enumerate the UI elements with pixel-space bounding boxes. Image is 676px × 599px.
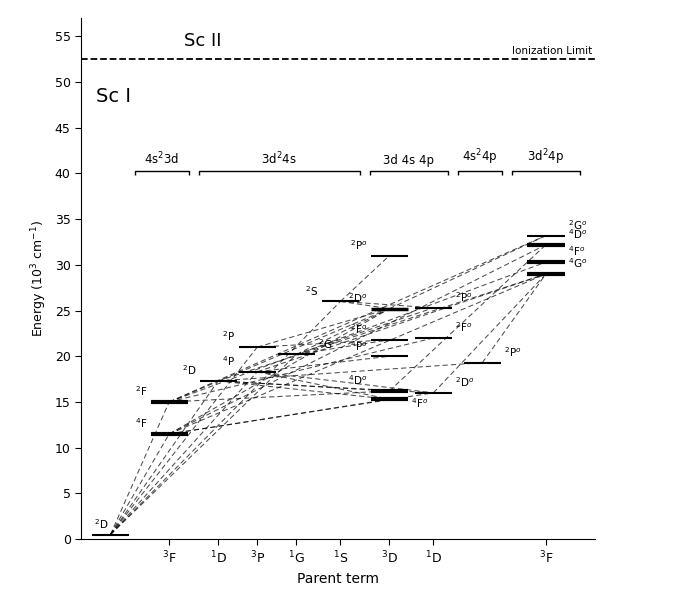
Text: $^2$D: $^2$D: [182, 364, 196, 377]
Text: $^4$P: $^4$P: [222, 355, 235, 368]
Text: $^2$D: $^2$D: [94, 517, 108, 531]
Text: 3d 4s 4p: 3d 4s 4p: [383, 155, 435, 168]
Text: $^4$D$^o$: $^4$D$^o$: [348, 374, 367, 388]
Text: $^2$P$^o$: $^2$P$^o$: [504, 345, 522, 359]
Text: 4s$^2$4p: 4s$^2$4p: [462, 148, 498, 168]
Text: $^2$D$^o$: $^2$D$^o$: [348, 291, 367, 305]
Text: $^2$F$^o$: $^2$F$^o$: [350, 322, 367, 336]
Text: $^2$P$^o$: $^2$P$^o$: [456, 291, 473, 304]
X-axis label: Parent term: Parent term: [297, 571, 379, 586]
Text: $^2$G$^o$: $^2$G$^o$: [568, 218, 587, 232]
Text: 3d$^2$4s: 3d$^2$4s: [262, 151, 297, 168]
Text: Ionization Limit: Ionization Limit: [512, 46, 592, 56]
Text: $^4$P$^o$: $^4$P$^o$: [350, 339, 367, 353]
Text: $^4$G$^o$: $^4$G$^o$: [568, 256, 587, 270]
Text: $^2$F: $^2$F: [135, 385, 147, 398]
Text: $^2$P: $^2$P: [222, 329, 235, 343]
Text: $^2$D$^o$: $^2$D$^o$: [456, 376, 475, 389]
Text: $^4$F$^o$: $^4$F$^o$: [412, 397, 429, 410]
Text: $^2$P$^o$: $^2$P$^o$: [350, 238, 367, 252]
Text: $^2$G: $^2$G: [318, 337, 333, 351]
Text: $^4$F$^o$: $^4$F$^o$: [568, 244, 585, 258]
Text: $^2$S: $^2$S: [306, 284, 318, 298]
Text: $^2$F$^o$: $^2$F$^o$: [456, 320, 473, 334]
Text: Sc I: Sc I: [96, 86, 130, 105]
Text: 4s$^2$3d: 4s$^2$3d: [144, 151, 179, 168]
Y-axis label: Energy (10$^3$ cm$^{-1}$): Energy (10$^3$ cm$^{-1}$): [30, 220, 49, 337]
Text: Sc II: Sc II: [184, 32, 221, 50]
Text: 3d$^2$4p: 3d$^2$4p: [527, 148, 564, 168]
Text: $^4$F: $^4$F: [135, 416, 147, 430]
Text: $^4$D$^o$: $^4$D$^o$: [568, 227, 587, 241]
